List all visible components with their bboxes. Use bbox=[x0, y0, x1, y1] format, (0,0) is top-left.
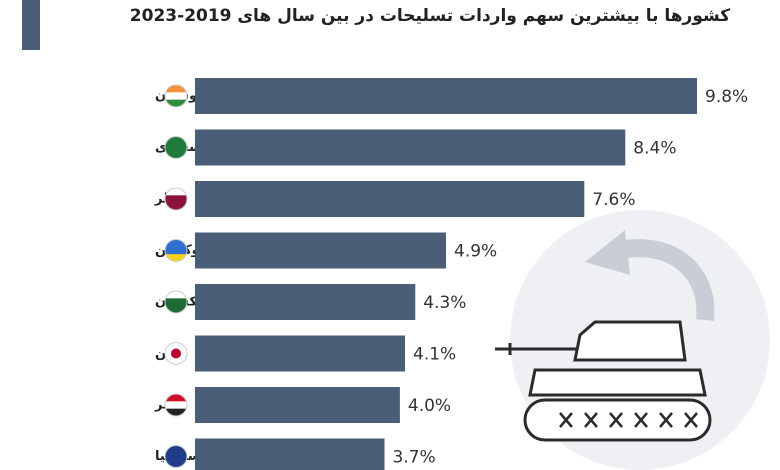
flag-band bbox=[165, 401, 187, 410]
value-label: 3.7% bbox=[393, 448, 436, 468]
tank-illustration bbox=[495, 210, 770, 470]
flag-band bbox=[165, 357, 187, 365]
bar bbox=[195, 232, 446, 269]
flag-band bbox=[165, 143, 187, 152]
flag-icon bbox=[164, 239, 188, 262]
flag-ring bbox=[164, 187, 188, 211]
flag-band bbox=[165, 305, 187, 313]
flag-band bbox=[165, 136, 187, 145]
value-label: 8.4% bbox=[633, 139, 676, 159]
title-accent bbox=[22, 0, 40, 50]
flag-band bbox=[165, 85, 187, 93]
flag-icon bbox=[164, 342, 188, 365]
flag-ring bbox=[164, 445, 188, 468]
flag-band bbox=[165, 408, 187, 416]
flag-ring bbox=[164, 84, 188, 108]
bar bbox=[195, 387, 400, 423]
value-label: 4.9% bbox=[454, 242, 497, 262]
flag-band bbox=[165, 239, 187, 248]
bar bbox=[195, 129, 626, 166]
flag-band bbox=[165, 452, 187, 461]
flag-icon bbox=[164, 393, 188, 417]
flag-ring bbox=[164, 290, 188, 314]
value-label: 4.1% bbox=[413, 345, 456, 365]
bar bbox=[195, 284, 416, 320]
bar bbox=[195, 335, 406, 372]
flag-band bbox=[165, 195, 187, 204]
flag-band bbox=[165, 92, 187, 101]
bar bbox=[195, 181, 585, 217]
flag-band bbox=[165, 342, 187, 351]
flag-icon bbox=[164, 84, 188, 108]
flag-ring bbox=[164, 393, 188, 417]
flag-icon bbox=[164, 136, 188, 159]
flag-band bbox=[165, 151, 187, 159]
flag-band bbox=[165, 202, 187, 210]
flag-band bbox=[165, 188, 187, 196]
flag-band bbox=[165, 445, 187, 454]
flag-ring bbox=[164, 136, 188, 159]
flag-band bbox=[165, 246, 187, 255]
flag-ring bbox=[164, 239, 188, 262]
flag-icon bbox=[164, 187, 188, 211]
flag-band bbox=[165, 99, 187, 107]
value-label: 4.3% bbox=[423, 293, 466, 313]
flag-dot bbox=[171, 348, 181, 359]
bar bbox=[195, 78, 697, 114]
chart-title: کشورها با بیشترین سهم واردات تسلیحات در … bbox=[130, 6, 731, 26]
flag-band bbox=[165, 291, 187, 299]
flag-band bbox=[165, 298, 187, 307]
flag-icon bbox=[164, 290, 188, 314]
flag-band bbox=[165, 254, 187, 262]
bar bbox=[195, 438, 385, 470]
value-label: 4.0% bbox=[408, 396, 451, 416]
flag-band bbox=[165, 460, 187, 468]
value-label: 9.8% bbox=[705, 87, 748, 107]
flag-band bbox=[165, 394, 187, 402]
flag-ring bbox=[164, 342, 188, 365]
value-label: 7.6% bbox=[592, 190, 635, 210]
flag-icon bbox=[164, 445, 188, 468]
